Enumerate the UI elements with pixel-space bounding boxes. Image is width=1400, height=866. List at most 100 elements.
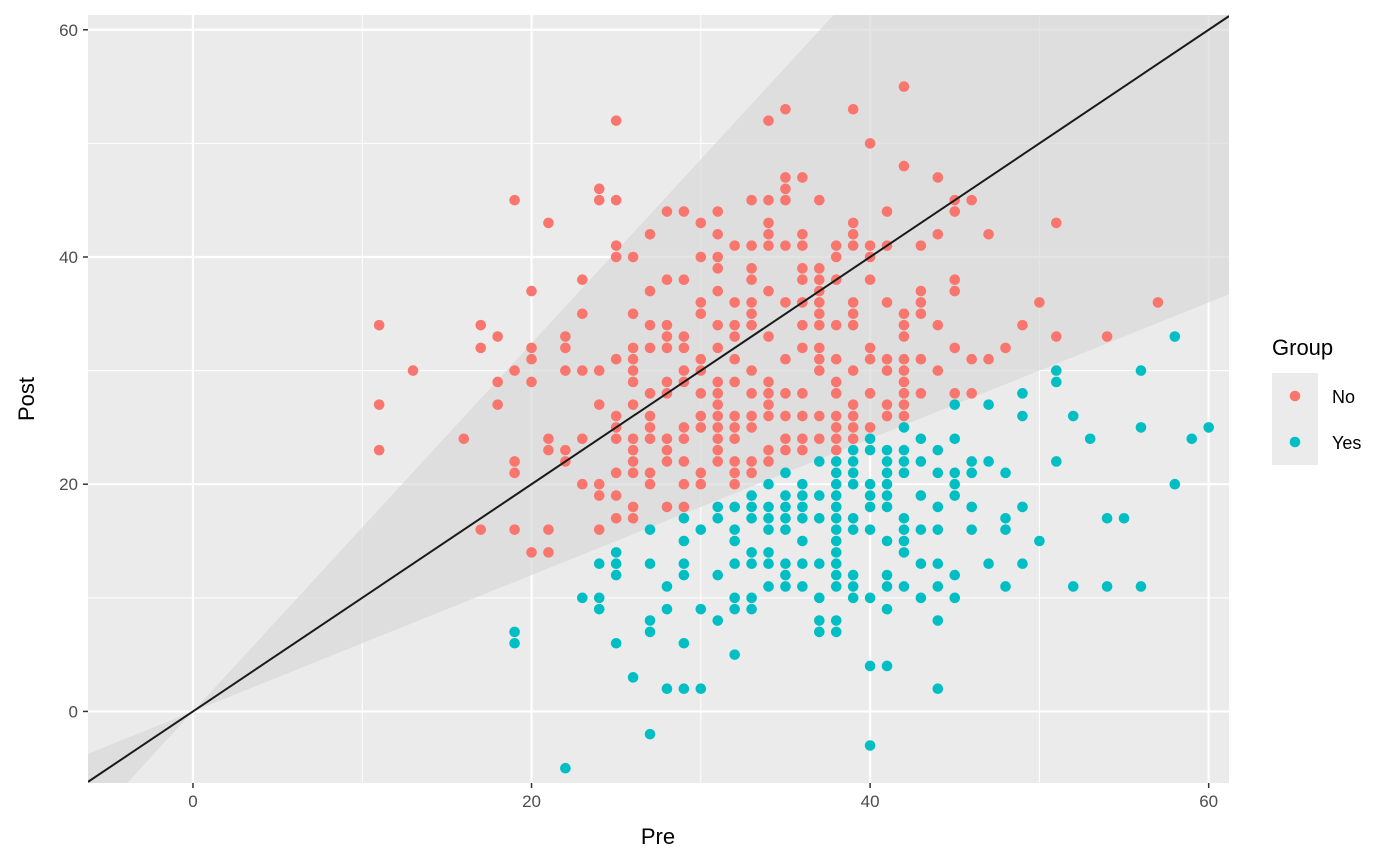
data-point-no xyxy=(712,444,724,456)
data-point-yes xyxy=(797,490,808,501)
data-point-yes xyxy=(830,569,842,581)
data-point-no xyxy=(746,274,757,286)
data-point-yes xyxy=(814,512,825,524)
data-point-no xyxy=(627,512,639,524)
data-point-yes xyxy=(847,444,859,456)
data-point-yes xyxy=(814,592,825,604)
data-point-yes xyxy=(678,569,690,581)
data-point-yes xyxy=(780,558,791,570)
data-point-no xyxy=(712,399,724,410)
data-point-no xyxy=(577,274,588,286)
data-point-yes xyxy=(898,512,910,524)
data-point-no xyxy=(746,240,757,251)
data-point-yes xyxy=(780,490,791,501)
data-point-yes xyxy=(949,592,961,604)
data-point-yes xyxy=(1000,467,1011,479)
data-point-yes xyxy=(763,558,774,570)
data-point-yes xyxy=(1067,410,1079,422)
data-point-no xyxy=(593,399,605,410)
data-point-no xyxy=(712,422,724,433)
data-point-no xyxy=(983,353,994,365)
data-point-no xyxy=(577,365,588,376)
reference-line-layer xyxy=(88,15,1229,783)
data-point-no xyxy=(695,478,707,490)
data-point-yes xyxy=(1101,512,1113,524)
data-point-no xyxy=(746,308,757,320)
data-point-no xyxy=(746,388,757,399)
data-point-yes xyxy=(509,626,520,638)
data-point-no xyxy=(814,342,825,354)
data-point-yes xyxy=(678,637,690,649)
data-point-yes xyxy=(1017,388,1028,399)
data-point-yes xyxy=(847,592,859,604)
data-point-yes xyxy=(1084,433,1096,445)
data-point-no xyxy=(492,376,503,388)
data-point-no xyxy=(932,228,944,240)
data-point-no xyxy=(966,353,977,365)
data-point-yes xyxy=(814,558,825,570)
data-point-no xyxy=(1051,331,1062,342)
data-point-yes xyxy=(881,569,893,581)
data-point-no xyxy=(746,410,757,422)
data-point-no xyxy=(847,422,859,433)
data-point-no xyxy=(560,331,571,342)
data-point-yes xyxy=(949,399,961,410)
data-point-yes xyxy=(509,637,520,649)
data-point-yes xyxy=(661,603,673,615)
data-point-no xyxy=(864,138,876,149)
data-point-no xyxy=(898,331,910,342)
data-point-no xyxy=(627,365,639,376)
data-point-no xyxy=(678,331,690,342)
data-point-no xyxy=(898,376,910,388)
data-point-yes xyxy=(712,569,724,581)
data-point-yes xyxy=(949,478,961,490)
data-point-yes xyxy=(644,524,656,535)
data-point-yes xyxy=(915,490,927,501)
data-point-no xyxy=(678,478,690,490)
data-point-yes xyxy=(1017,410,1028,422)
data-point-yes xyxy=(898,467,910,479)
data-point-no xyxy=(593,490,605,501)
data-point-yes xyxy=(830,547,842,558)
data-point-no xyxy=(661,433,673,445)
data-point-no xyxy=(661,331,673,342)
data-point-no xyxy=(864,388,876,399)
data-point-no xyxy=(780,433,791,445)
data-point-no xyxy=(610,490,622,501)
data-point-no xyxy=(746,263,757,274)
data-point-yes xyxy=(712,512,724,524)
legend-label-yes: Yes xyxy=(1332,433,1361,453)
data-point-yes xyxy=(864,478,876,490)
data-point-yes xyxy=(729,501,740,513)
data-point-yes xyxy=(881,478,893,490)
data-point-no xyxy=(898,160,910,172)
data-point-yes xyxy=(915,456,927,467)
data-point-no xyxy=(610,251,622,263)
data-point-no xyxy=(661,376,673,388)
data-point-no xyxy=(610,512,622,524)
data-point-no xyxy=(509,467,520,479)
data-point-yes xyxy=(915,433,927,445)
data-point-yes xyxy=(898,422,910,433)
data-point-yes xyxy=(983,558,994,570)
data-point-yes xyxy=(797,581,808,592)
data-point-no xyxy=(661,319,673,331)
data-point-no xyxy=(780,172,791,183)
data-point-yes xyxy=(830,626,842,638)
data-point-no xyxy=(492,399,503,410)
data-point-yes xyxy=(847,569,859,581)
data-point-yes xyxy=(780,512,791,524)
data-point-yes xyxy=(949,490,961,501)
data-point-yes xyxy=(864,490,876,501)
data-point-yes xyxy=(864,740,876,751)
data-point-no xyxy=(780,388,791,399)
data-point-yes xyxy=(1051,365,1062,376)
data-point-yes xyxy=(746,603,757,615)
data-point-yes xyxy=(830,490,842,501)
data-point-no xyxy=(814,274,825,286)
y-tick-label: 0 xyxy=(69,702,78,721)
data-point-no xyxy=(830,319,842,331)
data-point-no xyxy=(814,353,825,365)
data-point-yes xyxy=(847,524,859,535)
data-point-yes xyxy=(746,592,757,604)
